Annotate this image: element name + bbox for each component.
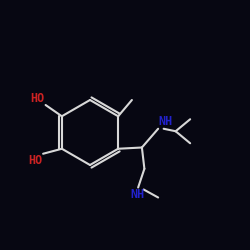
- Text: HO: HO: [30, 92, 45, 104]
- Text: HO: HO: [28, 154, 42, 167]
- Text: NH: NH: [159, 115, 173, 128]
- Text: NH: NH: [130, 188, 145, 202]
